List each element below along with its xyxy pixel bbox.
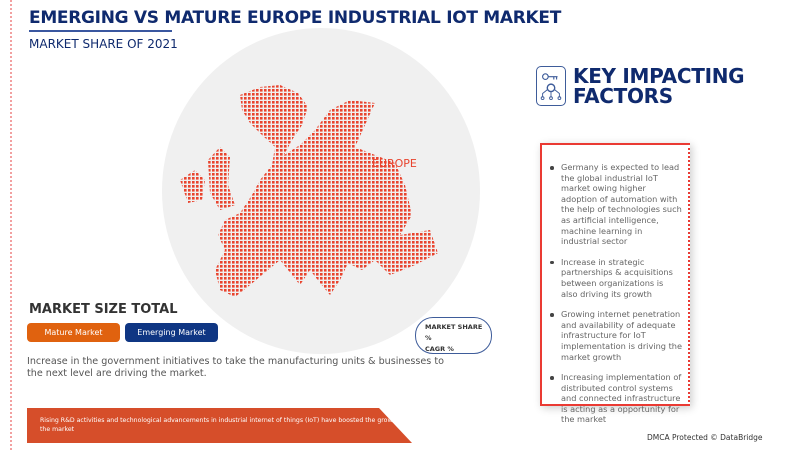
dmca-notice: DMCA Protected © DataBridge [647, 433, 763, 442]
factor-item: Increase in strategic partnerships & acq… [550, 257, 682, 299]
key-factors-title: KEY IMPACTING FACTORS [573, 64, 745, 108]
growth-banner: Rising R&D activities and technological … [27, 408, 412, 443]
left-dotted-border [10, 0, 12, 450]
cagr-label: CAGR % [425, 345, 454, 353]
title-underline [29, 30, 172, 32]
emerging-market-legend: Emerging Market [125, 323, 218, 342]
market-size-title: MARKET SIZE TOTAL [29, 302, 178, 317]
factor-item: Germany is expected to lead the global i… [550, 162, 682, 247]
key-factors-title-line1: KEY IMPACTING [573, 64, 745, 88]
market-share-cagr-pill: MARKET SHARE % CAGR % [415, 317, 492, 354]
mature-market-legend: Mature Market [27, 323, 120, 342]
europe-dotted-map [180, 85, 438, 297]
key-gear-network-icon [536, 66, 566, 106]
europe-label: EUROPE [372, 157, 417, 170]
key-factors-title-line2: FACTORS [573, 84, 673, 108]
factor-item: Increasing implementation of distributed… [550, 372, 682, 425]
key-factors-box: Germany is expected to lead the global i… [540, 143, 690, 424]
market-description: Increase in the government initiatives t… [27, 356, 444, 379]
market-share-label: MARKET SHARE % [425, 323, 483, 342]
page-subtitle: MARKET SHARE OF 2021 [29, 37, 178, 51]
factor-item: Growing internet penetration and availab… [550, 309, 682, 362]
page-title: EMERGING VS MATURE EUROPE INDUSTRIAL IOT… [29, 8, 562, 28]
